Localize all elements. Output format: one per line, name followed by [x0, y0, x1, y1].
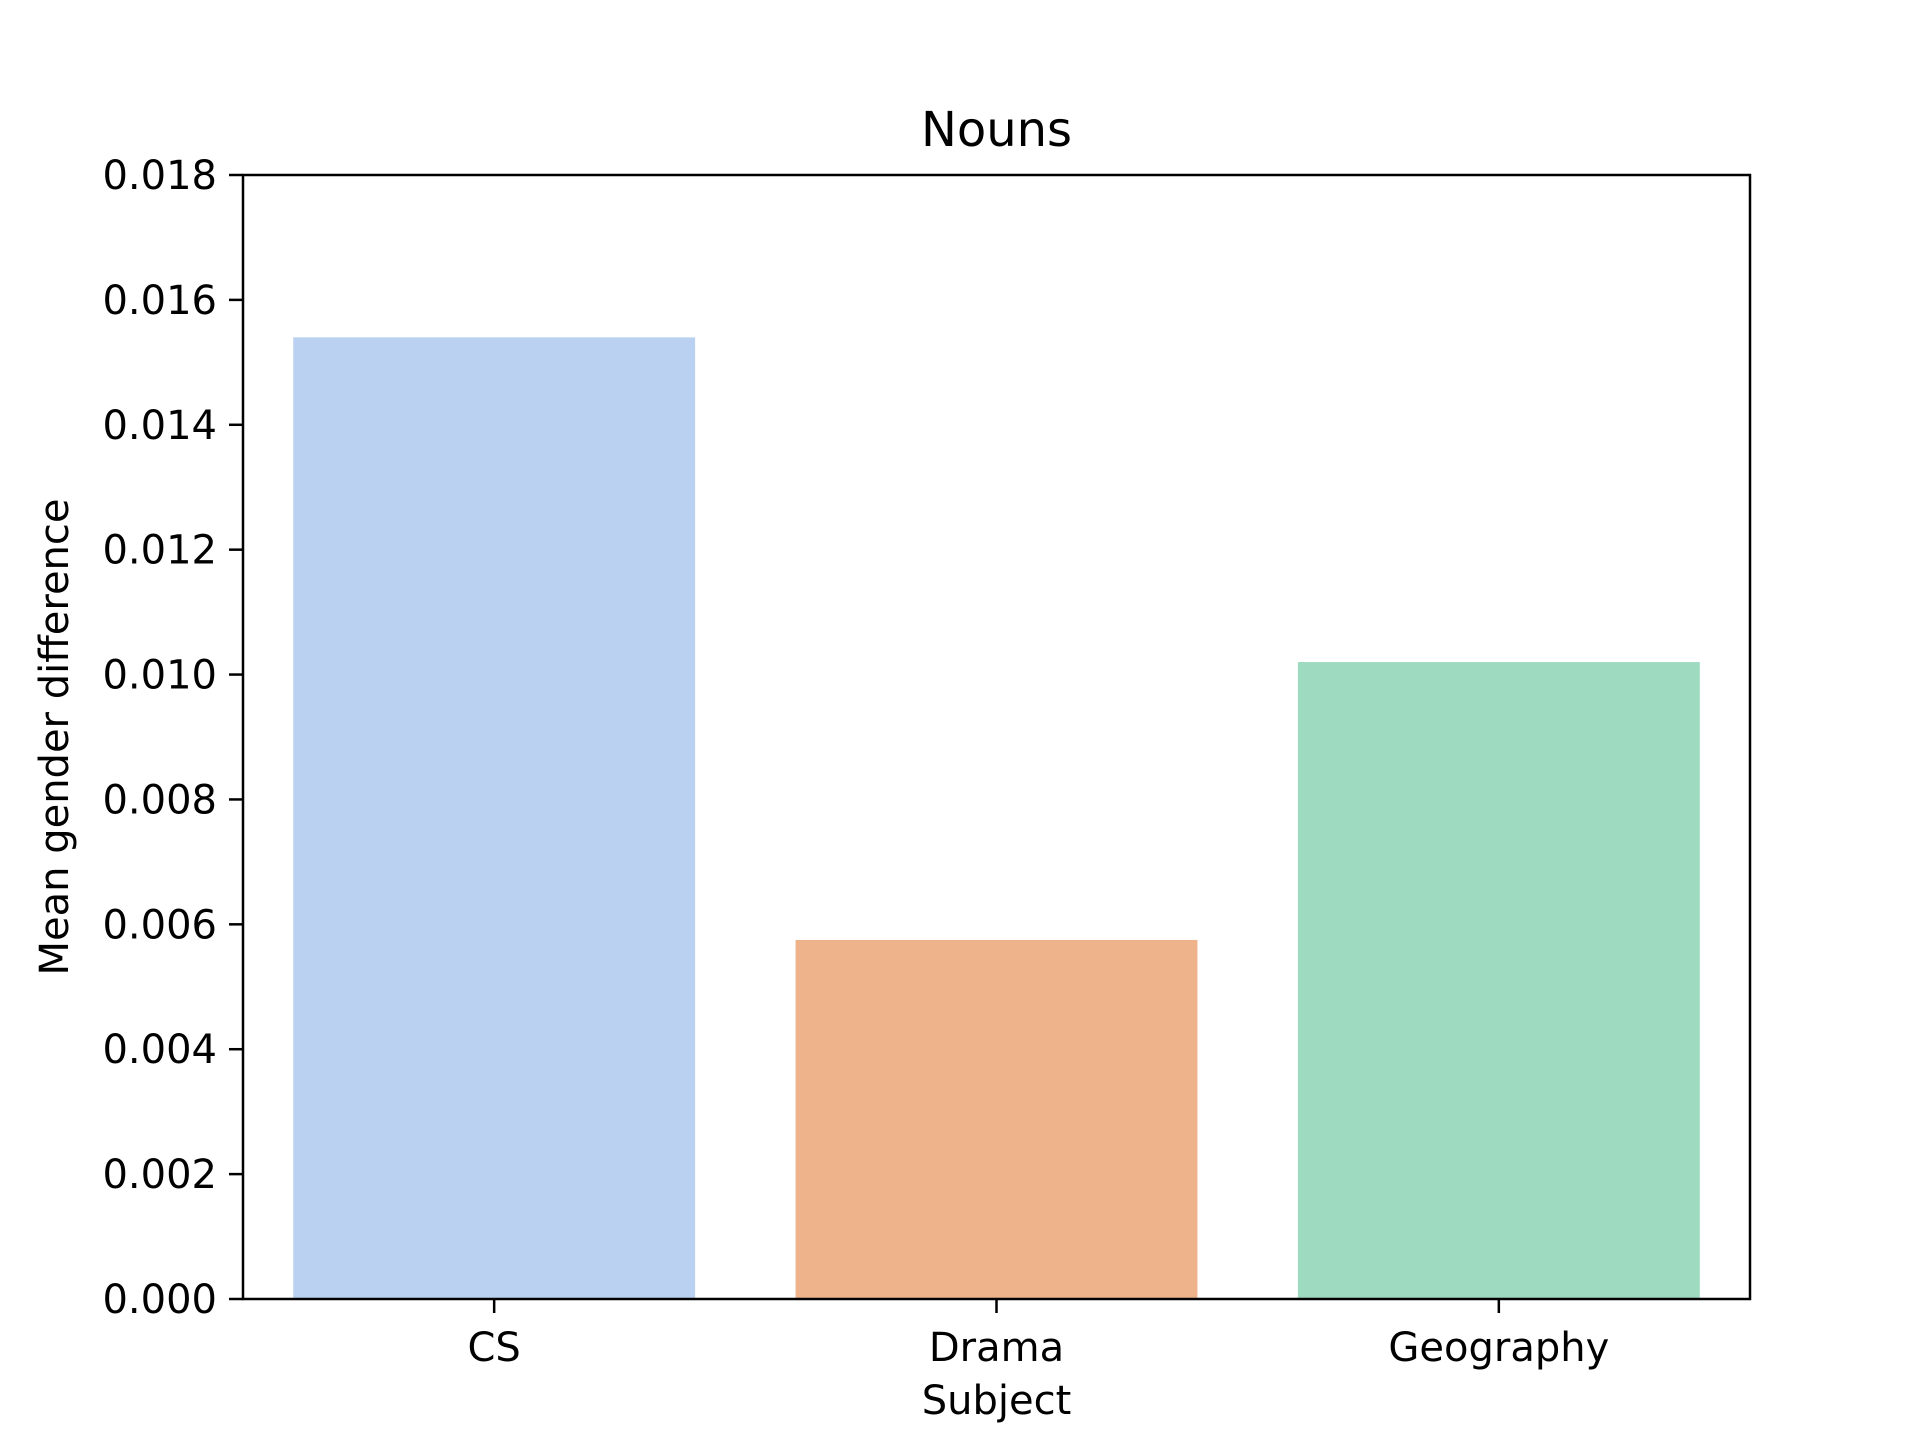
y-axis-ticks: 0.000 0.002 0.004 0.006 0.008 0.010 0.012 0.014…	[102, 153, 243, 1323]
bar-geography	[1297, 662, 1700, 1299]
bars-layer	[293, 337, 1700, 1299]
y-tick-label: 0.004	[102, 1027, 217, 1073]
y-tick-label: 0.014	[102, 403, 217, 449]
y-tick-label: 0.006	[102, 902, 217, 948]
y-tick-label: 0.010	[102, 653, 217, 699]
y-tick-label: 0.008	[102, 777, 217, 823]
x-tick-label: Geography	[1388, 1325, 1609, 1371]
y-axis-title: Mean gender difference	[32, 498, 78, 975]
y-tick-label: 0.012	[102, 528, 217, 574]
x-axis-title: Subject	[922, 1378, 1072, 1424]
y-tick-label: 0.000	[102, 1277, 217, 1323]
y-tick-label: 0.002	[102, 1152, 217, 1198]
x-tick-label: Drama	[929, 1325, 1064, 1371]
y-tick-label: 0.018	[102, 153, 217, 199]
bar-drama	[795, 939, 1198, 1299]
x-tick-label: CS	[468, 1325, 521, 1371]
y-tick-label: 0.016	[102, 278, 217, 324]
bar-cs	[293, 337, 696, 1299]
chart-title: Nouns	[921, 102, 1072, 158]
x-axis-ticks: CS Drama Geography	[468, 1299, 1609, 1371]
